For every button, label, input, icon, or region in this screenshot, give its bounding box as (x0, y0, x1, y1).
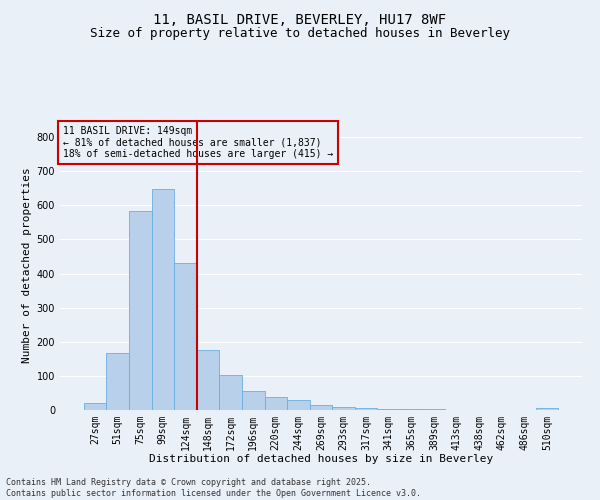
Bar (84, 403, 106, 410)
Bar (377, 408, 400, 410)
Bar (106, 353, 129, 410)
Text: 11 BASIL DRIVE: 149sqm
← 81% of detached houses are smaller (1,837)
18% of semi-: 11 BASIL DRIVE: 149sqm ← 81% of detached… (62, 126, 333, 159)
Bar (152, 189, 174, 410)
Bar (536, 408, 558, 410)
Bar (287, 400, 310, 410)
X-axis label: Distribution of detached houses by size in Beverley: Distribution of detached houses by size … (149, 454, 493, 464)
Bar (332, 406, 355, 410)
Bar (310, 405, 332, 410)
Bar (197, 350, 220, 410)
Text: Contains HM Land Registry data © Crown copyright and database right 2025.
Contai: Contains HM Land Registry data © Crown c… (6, 478, 421, 498)
Text: Size of property relative to detached houses in Beverley: Size of property relative to detached ho… (90, 28, 510, 40)
Bar (129, 212, 152, 410)
Bar (242, 391, 265, 410)
Bar (400, 409, 422, 410)
Bar (355, 408, 377, 410)
Text: 11, BASIL DRIVE, BEVERLEY, HU17 8WF: 11, BASIL DRIVE, BEVERLEY, HU17 8WF (154, 12, 446, 26)
Bar (265, 397, 287, 410)
Bar (174, 262, 197, 410)
Bar (220, 374, 242, 410)
Y-axis label: Number of detached properties: Number of detached properties (22, 167, 32, 363)
